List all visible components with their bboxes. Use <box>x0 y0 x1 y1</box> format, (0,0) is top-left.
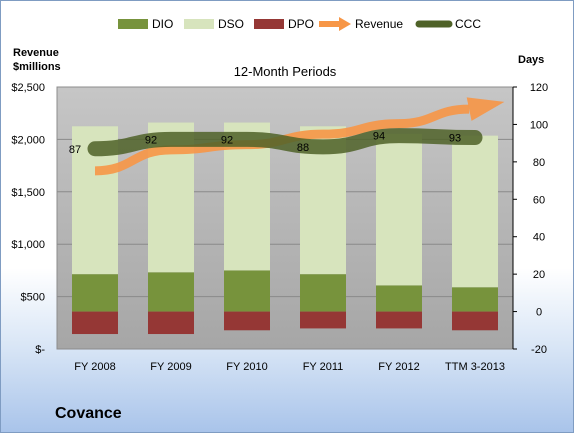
plot-title: 12-Month Periods <box>234 64 337 79</box>
right-tick-label: 60 <box>533 194 545 206</box>
dpo-bar <box>300 311 346 329</box>
dio-bar <box>224 270 270 312</box>
ccc-data-label: 92 <box>145 134 157 146</box>
dio-bar <box>376 285 422 312</box>
right-tick-label: 80 <box>533 157 545 169</box>
right-axis-title: Days <box>518 54 544 66</box>
legend-swatch-dso <box>184 19 214 29</box>
company-name: Covance <box>55 405 122 422</box>
dpo-bar <box>72 311 118 335</box>
dpo-bar <box>224 311 270 331</box>
legend-label: DSO <box>218 17 244 31</box>
dio-bar <box>300 274 346 312</box>
category-label: FY 2010 <box>226 361 267 373</box>
right-tick-label: -20 <box>531 344 547 356</box>
right-tick-label: 20 <box>533 269 545 281</box>
right-tick-label: 100 <box>530 119 548 131</box>
dso-bar <box>376 133 422 286</box>
dso-bar <box>452 135 498 288</box>
revenue-arrowhead <box>466 97 505 121</box>
left-axis-title: $millions <box>13 61 61 73</box>
dpo-bar <box>452 311 498 331</box>
legend-label: DPO <box>288 17 314 31</box>
category-label: FY 2011 <box>303 361 344 373</box>
left-axis-title: Revenue <box>13 47 59 59</box>
right-tick-label: 40 <box>533 232 545 244</box>
left-tick-label: $2,500 <box>11 82 45 94</box>
dio-bar <box>72 274 118 312</box>
ccc-line <box>87 128 483 157</box>
ccc-data-label: 93 <box>449 133 461 145</box>
legend-label: Revenue <box>355 17 403 31</box>
legend-arrow-revenue <box>339 17 351 31</box>
dio-bar <box>452 287 498 312</box>
left-tick-label: $500 <box>21 292 45 304</box>
legend-swatch-dpo <box>254 19 284 29</box>
category-label: FY 2009 <box>150 361 191 373</box>
legend-label: DIO <box>152 17 173 31</box>
category-label: TTM 3-2013 <box>445 361 505 373</box>
ccc-data-label: 87 <box>69 144 81 156</box>
left-tick-label: $1,000 <box>11 239 45 251</box>
category-label: FY 2012 <box>378 361 419 373</box>
ccc-data-label: 88 <box>297 142 309 154</box>
ccc-data-label: 94 <box>373 131 385 143</box>
left-tick-label: $- <box>35 344 45 356</box>
legend-label: CCC <box>455 17 481 31</box>
right-tick-label: 0 <box>536 307 542 319</box>
left-tick-label: $1,500 <box>11 187 45 199</box>
right-tick-label: 120 <box>530 82 548 94</box>
dpo-bar <box>376 311 422 329</box>
left-tick-label: $2,000 <box>11 134 45 146</box>
ccc-data-label: 92 <box>221 134 233 146</box>
dio-bar <box>148 272 194 312</box>
plot-area <box>56 86 514 350</box>
category-label: FY 2008 <box>74 361 115 373</box>
legend-swatch-dio <box>118 19 148 29</box>
dpo-bar <box>148 311 194 335</box>
